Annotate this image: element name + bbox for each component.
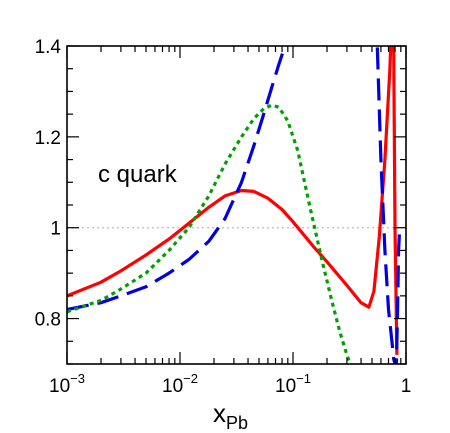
x-tick-label: 10−2 — [162, 371, 198, 397]
ticks-layer — [66, 45, 407, 365]
y-tick-label: 1 — [50, 219, 61, 240]
x-axis-label: xPb — [213, 398, 248, 433]
y-tick-label: 1.4 — [35, 37, 62, 58]
plot-frame — [66, 45, 407, 365]
x-tick-label: 10−3 — [49, 371, 85, 397]
y-tick-label: 0.8 — [35, 310, 61, 331]
y-tick-label: 1.2 — [35, 128, 61, 149]
chart-annotation: c quark — [98, 161, 178, 188]
series-layer — [67, 46, 402, 364]
series-line-1-solid — [67, 46, 399, 355]
x-tick-label: 10−1 — [275, 371, 311, 397]
series-line-2-dashed — [67, 46, 402, 364]
series-line-3-dotted — [67, 103, 352, 364]
tick-labels-layer: 0.8 1 1.2 1.4 10−3 10−2 10−1 1 — [35, 37, 412, 397]
x-tick-label: 1 — [401, 376, 412, 397]
